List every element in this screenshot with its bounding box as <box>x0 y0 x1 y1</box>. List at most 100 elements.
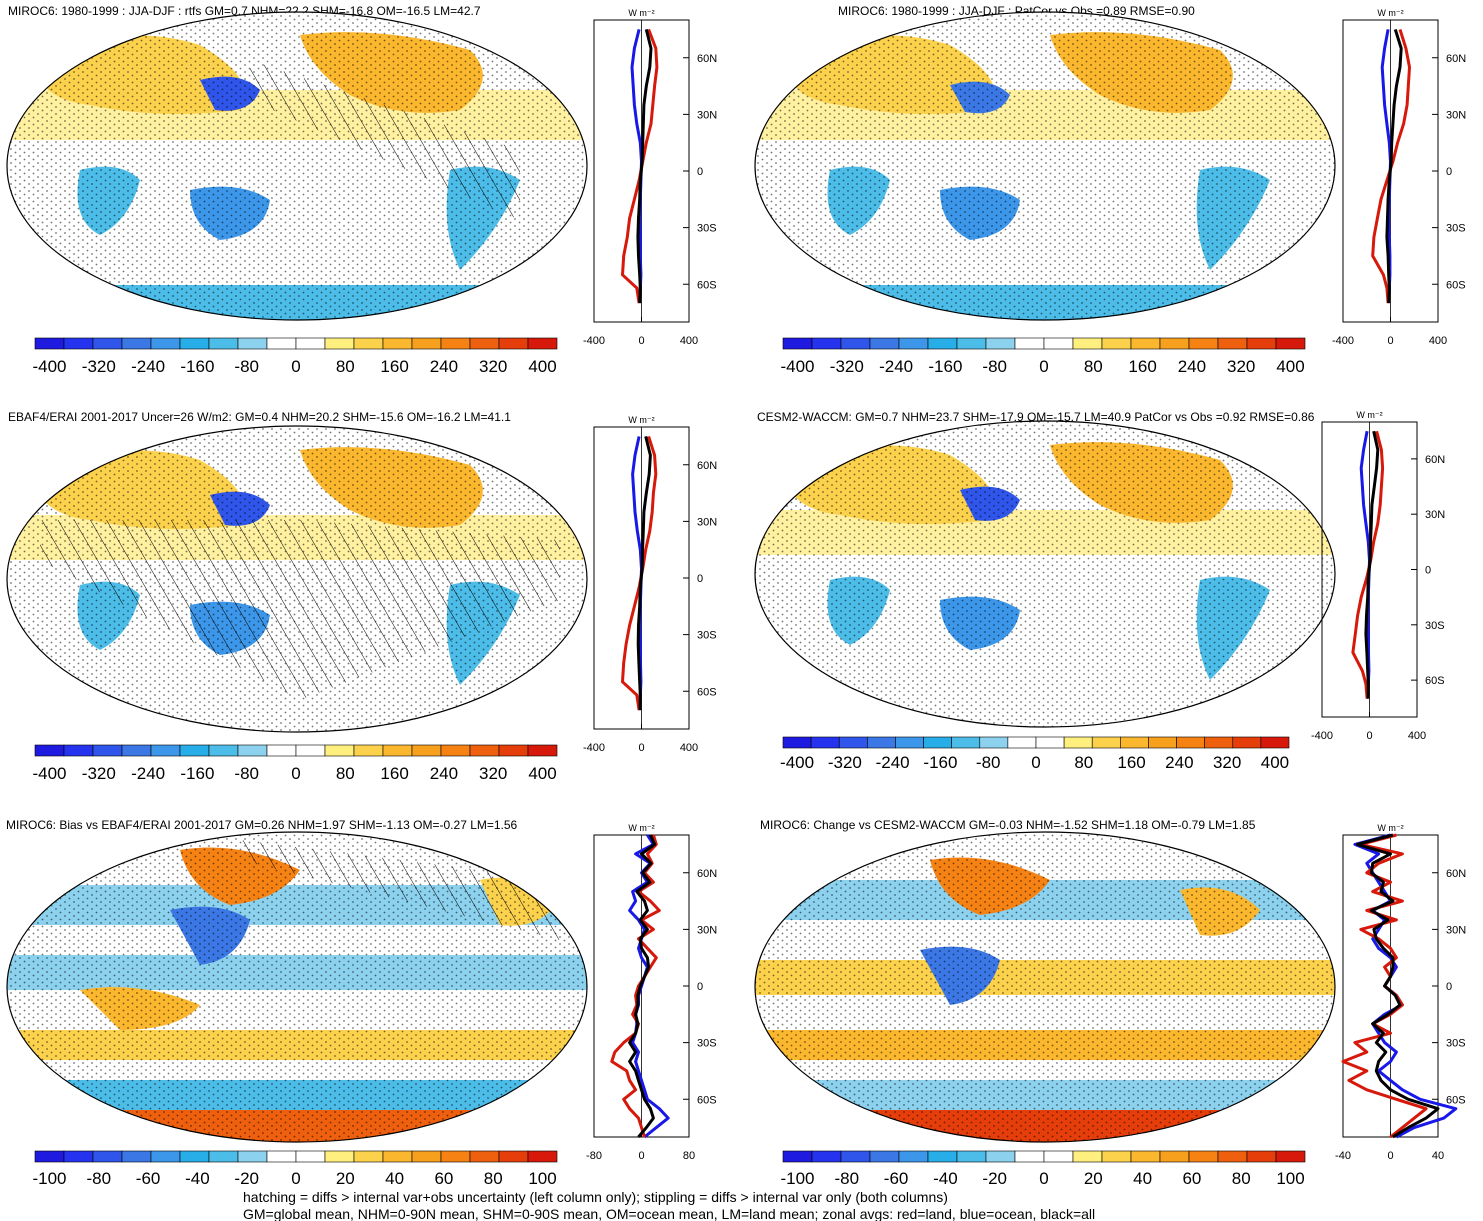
colorbar-cell <box>295 744 326 757</box>
colorbar-cell <box>295 337 326 350</box>
colorbar-cell <box>1148 736 1177 749</box>
lat-tick-label: 60S <box>1425 675 1445 687</box>
colorbar-cell <box>440 1150 471 1163</box>
value-tick-label: 0 <box>638 335 644 347</box>
value-tick-label: -400 <box>583 335 605 347</box>
colorbar-tick-label: 80 <box>336 357 355 376</box>
panel-2: MIROC6: 1980-1999 : JJA-DJF : PatCor vs … <box>754 4 1466 376</box>
colorbar-cell <box>1260 736 1290 749</box>
colorbar-cell <box>1014 1150 1045 1163</box>
colorbar-tick-label: -80 <box>234 357 259 376</box>
colorbar-tick-label: 240 <box>1178 357 1206 376</box>
colorbar-cell <box>985 337 1016 350</box>
zonal-all-line <box>636 436 652 711</box>
colorbar-cell <box>1101 1150 1132 1163</box>
lat-tick-label: 60S <box>1446 1094 1466 1106</box>
panel-title: MIROC6: 1980-1999 : JJA-DJF : rtfs GM=0.… <box>8 4 481 18</box>
colorbar-cell <box>811 337 842 350</box>
colorbar-cell <box>1072 1150 1103 1163</box>
lat-tick-label: 60N <box>1446 868 1466 880</box>
colorbar-tick-label: 320 <box>1213 753 1241 772</box>
zonal-land-line <box>610 834 661 1138</box>
colorbar-cell <box>440 337 471 350</box>
colorbar-cell <box>527 337 558 350</box>
colorbar: -100 -80 -60 -40 -20 0 20 40 60 80 100 <box>32 1150 558 1188</box>
colorbar-cell <box>266 337 297 350</box>
lat-tick-label: 0 <box>1425 565 1431 577</box>
panel-title: CESM2-WACCM: GM=0.7 NHM=23.7 SHM=-17.9 O… <box>757 410 1315 424</box>
panel-4: CESM2-WACCM: GM=0.7 NHM=23.7 SHM=-17.9 O… <box>754 410 1445 772</box>
colorbar-cell <box>810 736 840 749</box>
colorbar-tick-label: 0 <box>1039 1169 1048 1188</box>
lat-tick-label: 60N <box>1425 454 1445 466</box>
panel-6: MIROC6: Change vs CESM2-WACCM GM=-0.03 N… <box>754 818 1466 1188</box>
colorbar-cell <box>179 1150 210 1163</box>
value-tick-label: -80 <box>586 1150 602 1162</box>
lat-tick-label: 0 <box>697 573 703 585</box>
colorbar-cell <box>150 744 181 757</box>
colorbar-tick-label: 240 <box>430 357 458 376</box>
colorbar-tick-label: -80 <box>982 357 1007 376</box>
colorbar-cell <box>1063 736 1093 749</box>
zonal-all-line <box>636 29 653 304</box>
colorbar-cell <box>469 337 500 350</box>
colorbar-cell <box>440 744 471 757</box>
value-tick-label: 400 <box>680 335 698 347</box>
colorbar-cell <box>63 1150 94 1163</box>
colorbar-tick-label: 40 <box>385 1169 404 1188</box>
colorbar-tick-label: -20 <box>234 1169 259 1188</box>
colorbar-cell <box>208 337 239 350</box>
colorbar-cell <box>324 1150 355 1163</box>
colorbar-tick-label: 400 <box>1276 357 1304 376</box>
colorbar-cell <box>121 337 152 350</box>
colorbar-tick-label: 400 <box>528 764 556 783</box>
colorbar-tick-label: 0 <box>1031 753 1040 772</box>
colorbar-cell <box>1204 736 1234 749</box>
colorbar-tick-label: 20 <box>336 1169 355 1188</box>
colorbar-tick-label: 160 <box>380 357 408 376</box>
value-tick-label: 0 <box>638 742 644 754</box>
colorbar-tick-label: -400 <box>32 764 66 783</box>
colorbar-tick-label: 20 <box>1084 1169 1103 1188</box>
unit-label: W m⁻² <box>1356 410 1382 420</box>
panel-5: MIROC6: Bias vs EBAF4/ERAI 2001-2017 GM=… <box>6 818 717 1188</box>
colorbar-cell <box>1246 1150 1277 1163</box>
unit-label: W m⁻² <box>628 415 654 425</box>
colorbar-cell <box>295 1150 326 1163</box>
colorbar-tick-label: -80 <box>835 1169 860 1188</box>
colorbar: -400 -320 -240 -160 -80 0 80 160 240 320 400 <box>780 736 1290 772</box>
colorbar-cell <box>979 736 1009 749</box>
colorbar-cell <box>1043 1150 1074 1163</box>
colorbar-tick-label: -320 <box>82 764 116 783</box>
lat-tick-label: 30S <box>697 630 717 642</box>
colorbar-cell <box>923 736 952 749</box>
world-map <box>7 426 587 732</box>
colorbar-cell <box>1072 337 1103 350</box>
colorbar: -400 -320 -240 -160 -80 0 80 160 240 320 400 <box>32 744 558 783</box>
value-tick-label: 0 <box>1387 1150 1393 1162</box>
value-tick-label: 0 <box>1366 730 1372 742</box>
colorbar-cell <box>353 1150 384 1163</box>
panel-title: MIROC6: Change vs CESM2-WACCM GM=-0.03 N… <box>760 818 1256 832</box>
colorbar-cell <box>411 1150 442 1163</box>
lat-tick-label: 0 <box>697 981 703 993</box>
colorbar-tick-label: 100 <box>528 1169 556 1188</box>
value-tick-label: 400 <box>680 742 698 754</box>
world-map <box>755 421 1335 727</box>
unit-label: W m⁻² <box>1377 8 1403 18</box>
panel-title: MIROC6: 1980-1999 : JJA-DJF : PatCor vs … <box>838 4 1195 18</box>
colorbar-tick-label: 80 <box>1074 753 1093 772</box>
colorbar-cell <box>324 744 355 757</box>
colorbar-tick-label: 40 <box>1133 1169 1152 1188</box>
colorbar-cell <box>1246 337 1277 350</box>
colorbar-cell <box>34 337 65 350</box>
colorbar-tick-label: 60 <box>1182 1169 1201 1188</box>
colorbar-tick-label: -400 <box>780 753 814 772</box>
colorbar-tick-label: -240 <box>879 357 913 376</box>
colorbar-tick-label: 0 <box>291 357 300 376</box>
colorbar-cell <box>34 744 65 757</box>
colorbar-cell <box>838 736 868 749</box>
colorbar-cell <box>869 1150 900 1163</box>
colorbar-cell <box>150 1150 181 1163</box>
colorbar-tick-label: -100 <box>32 1169 66 1188</box>
